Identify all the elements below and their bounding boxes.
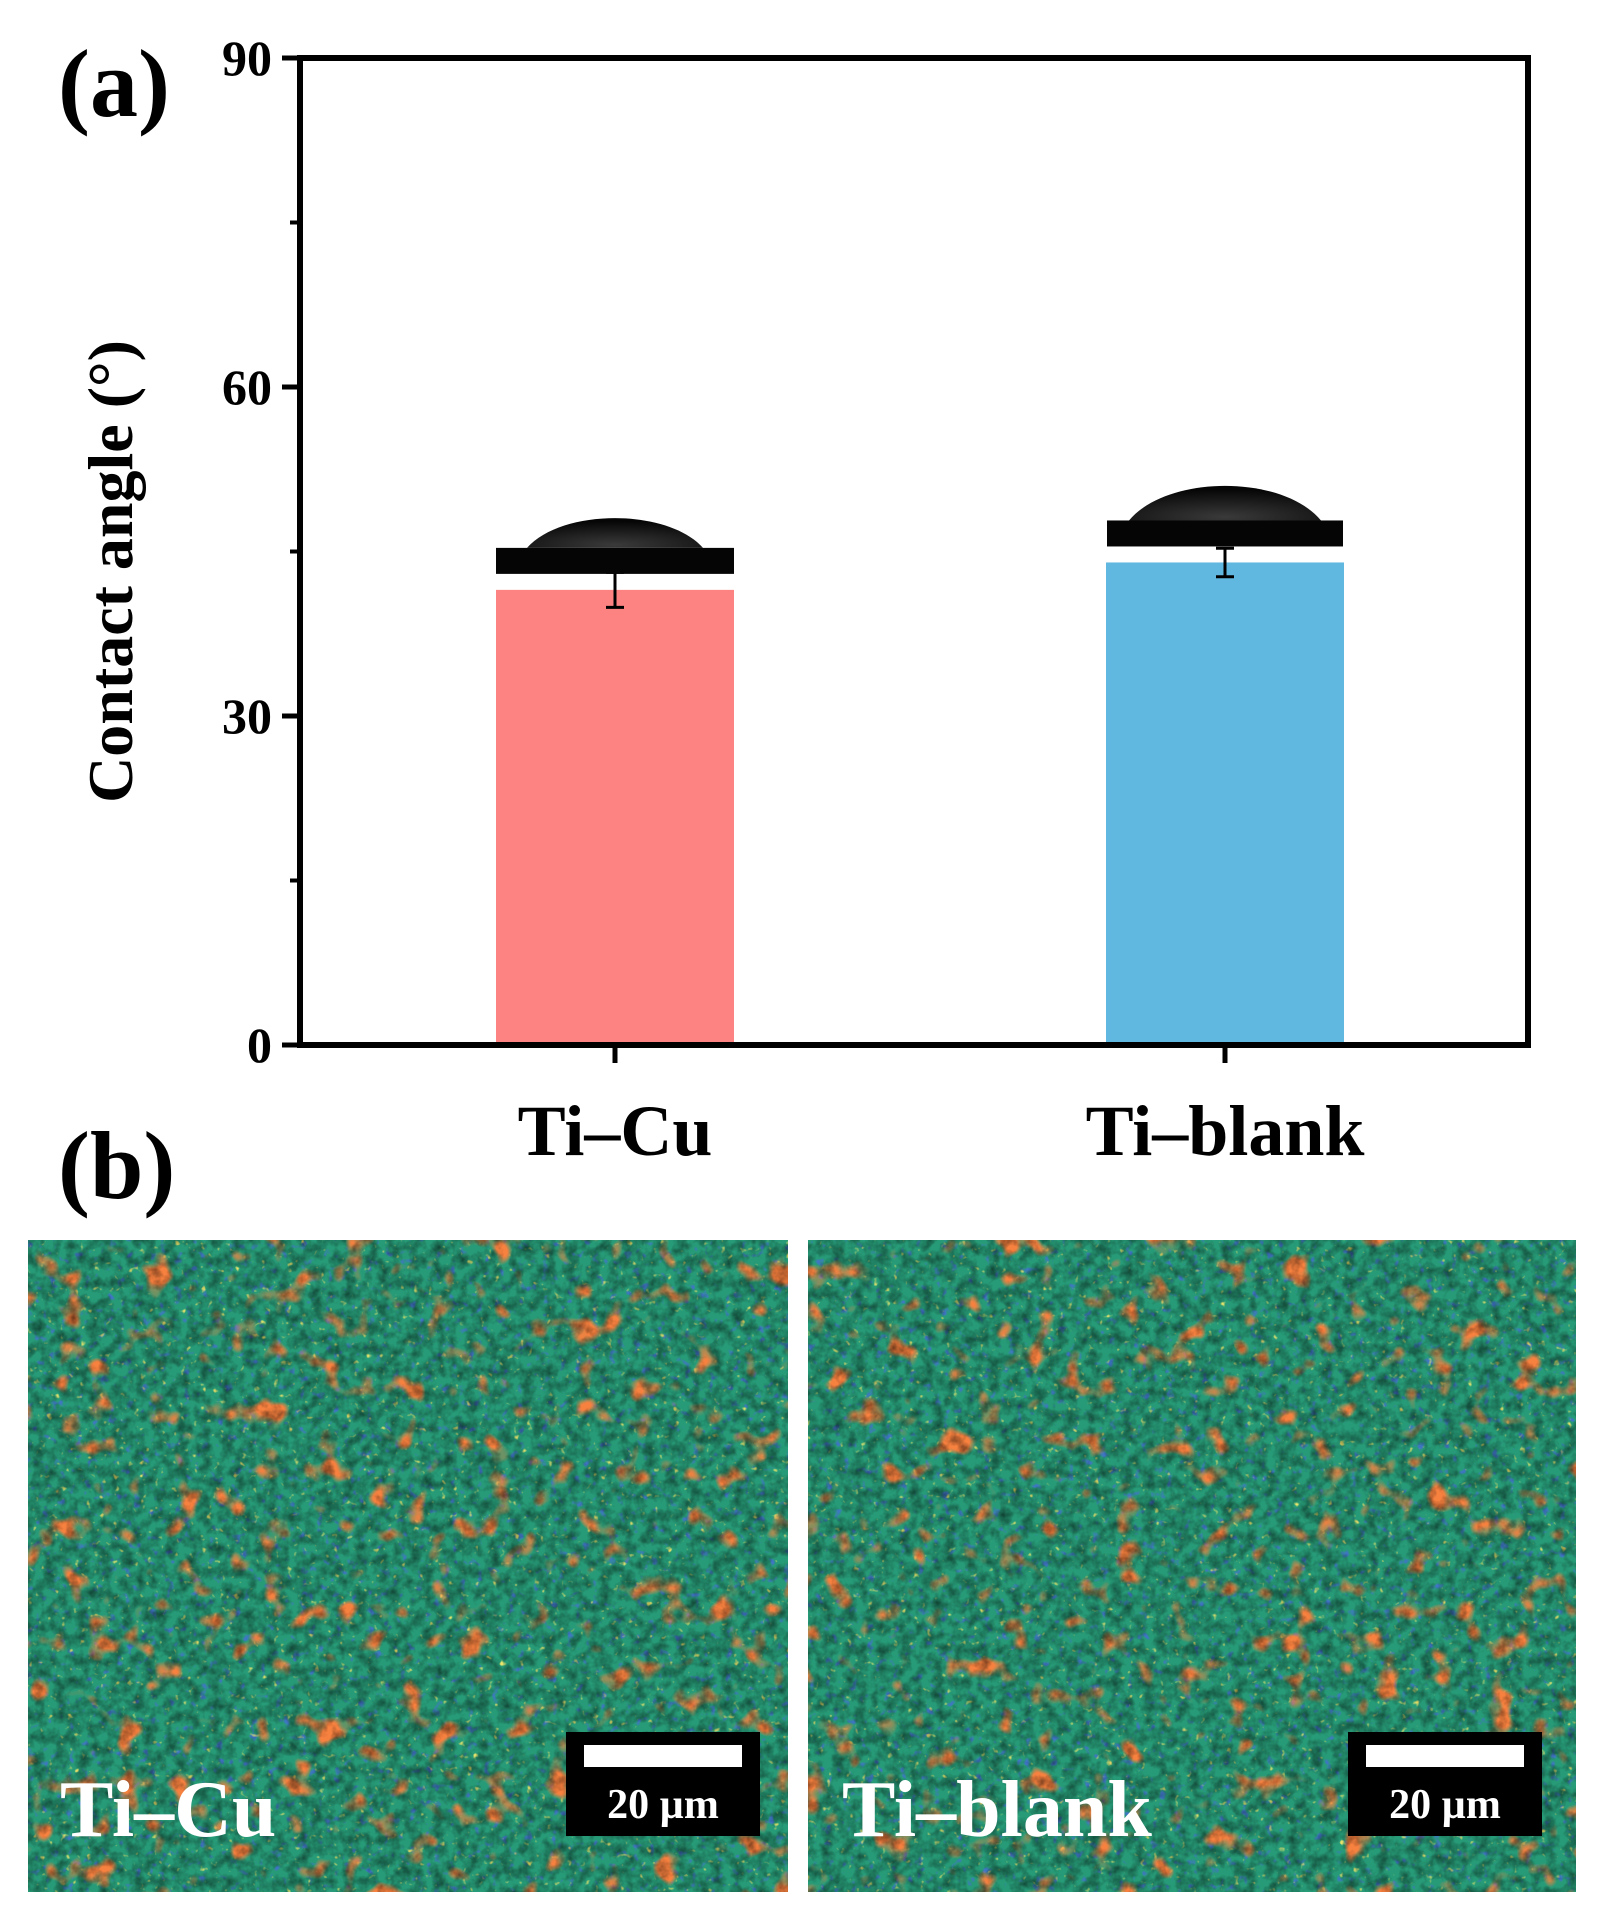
panel-a-label: (a): [58, 30, 170, 137]
map-label-ti-cu: Ti–Cu: [60, 1766, 276, 1854]
droplet-1: [1129, 485, 1321, 521]
height-map-ti-blank: [808, 1240, 1576, 1892]
droplet-0: [527, 518, 703, 548]
scale-bar-left-label: 20 µm: [607, 1782, 719, 1828]
bar-0: [496, 589, 734, 1045]
scale-bar-right: 20 µm: [1348, 1732, 1542, 1836]
y-tick-label-1: 30: [222, 688, 272, 744]
scale-bar-right-label: 20 µm: [1389, 1782, 1501, 1828]
droplet-substrate-0: [496, 547, 734, 574]
scale-bar-left: 20 µm: [566, 1732, 760, 1836]
panel-b-label: (b): [58, 1112, 175, 1219]
y-axis-title: Contact angle (°): [75, 340, 146, 803]
y-tick-label-2: 60: [222, 359, 272, 415]
x-category-label-0: Ti–Cu: [518, 1091, 713, 1171]
contact-angle-bar-chart: 0 30 60 90 Ti–Cu Ti–blank Contact angle (°): [75, 30, 1531, 1171]
bar-1: [1106, 562, 1344, 1045]
map-label-ti-blank: Ti–blank: [842, 1766, 1152, 1854]
height-map-ti-cu: [28, 1240, 788, 1892]
y-tick-label-0: 0: [247, 1017, 272, 1073]
droplet-substrate-1: [1107, 520, 1343, 547]
x-category-label-1: Ti–blank: [1086, 1091, 1365, 1171]
y-tick-label-3: 90: [222, 30, 272, 86]
